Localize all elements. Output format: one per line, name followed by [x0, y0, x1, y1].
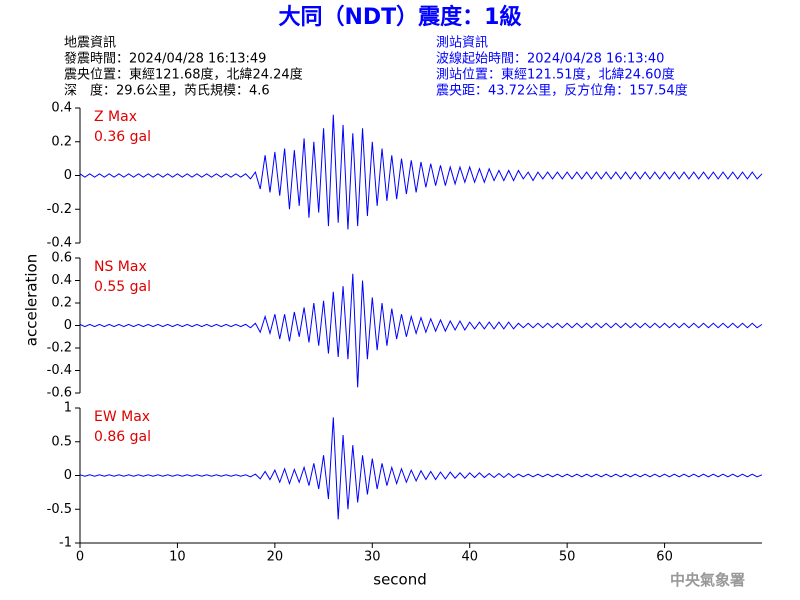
annotation: Z Max — [94, 109, 137, 125]
info-heading: 地震資訊 — [64, 36, 116, 51]
y-tick-label: -0.6 — [47, 386, 72, 401]
y-tick-label: 1 — [64, 401, 72, 416]
info-heading: 測站資訊 — [436, 36, 488, 51]
y-tick-label: 0 — [64, 468, 72, 483]
y-tick-label: 0.2 — [51, 134, 72, 149]
x-tick-label: 10 — [169, 550, 186, 565]
info-line: 深 度：29.6公里，芮氏規模：4.6 — [64, 83, 270, 99]
y-tick-label: -0.4 — [47, 236, 72, 251]
y-tick-label: -1 — [59, 536, 72, 551]
x-tick-label: 0 — [76, 550, 84, 565]
waveform — [79, 114, 763, 230]
annotation: 0.36 gal — [94, 129, 151, 145]
x-tick-label: 60 — [656, 550, 673, 565]
info-line: 發震時間：2024/04/28 16:13:49 — [64, 52, 266, 67]
y-tick-label: 0.4 — [51, 101, 72, 116]
y-tick-label: -0.2 — [47, 202, 72, 217]
y-tick-label: -0.4 — [47, 363, 72, 378]
annotation: 0.55 gal — [94, 279, 151, 295]
y-tick-label: 0 — [64, 318, 72, 333]
x-tick-label: 20 — [267, 550, 284, 565]
y-tick-label: -0.5 — [47, 502, 72, 517]
annotation: EW Max — [94, 409, 150, 425]
y-axis-label: acceleration — [23, 254, 41, 346]
info-line: 測站位置：東經121.51度，北緯24.60度 — [436, 67, 675, 83]
y-tick-label: 0.4 — [51, 273, 72, 288]
annotation: NS Max — [94, 259, 147, 275]
y-tick-label: 0.5 — [51, 434, 72, 449]
info-line: 震央距：43.72公里，反方位角：157.54度 — [436, 83, 688, 99]
y-tick-label: -0.2 — [47, 341, 72, 356]
waveform — [79, 417, 763, 520]
footer: 中央氣象署 — [670, 571, 745, 589]
x-tick-label: 40 — [461, 550, 478, 565]
x-tick-label: 30 — [364, 550, 381, 565]
x-tick-label: 50 — [559, 550, 576, 565]
annotation: 0.86 gal — [94, 429, 151, 445]
y-tick-label: 0.2 — [51, 296, 72, 311]
chart-title: 大同（NDT）震度：1級 — [279, 4, 522, 30]
info-line: 波線起始時間：2024/04/28 16:13:40 — [436, 51, 664, 67]
y-tick-label: 0.6 — [51, 251, 72, 266]
x-axis-label: second — [373, 571, 427, 589]
waveform — [79, 273, 763, 388]
info-line: 震央位置：東經121.68度，北緯24.24度 — [64, 67, 303, 83]
y-tick-label: 0 — [64, 168, 72, 183]
